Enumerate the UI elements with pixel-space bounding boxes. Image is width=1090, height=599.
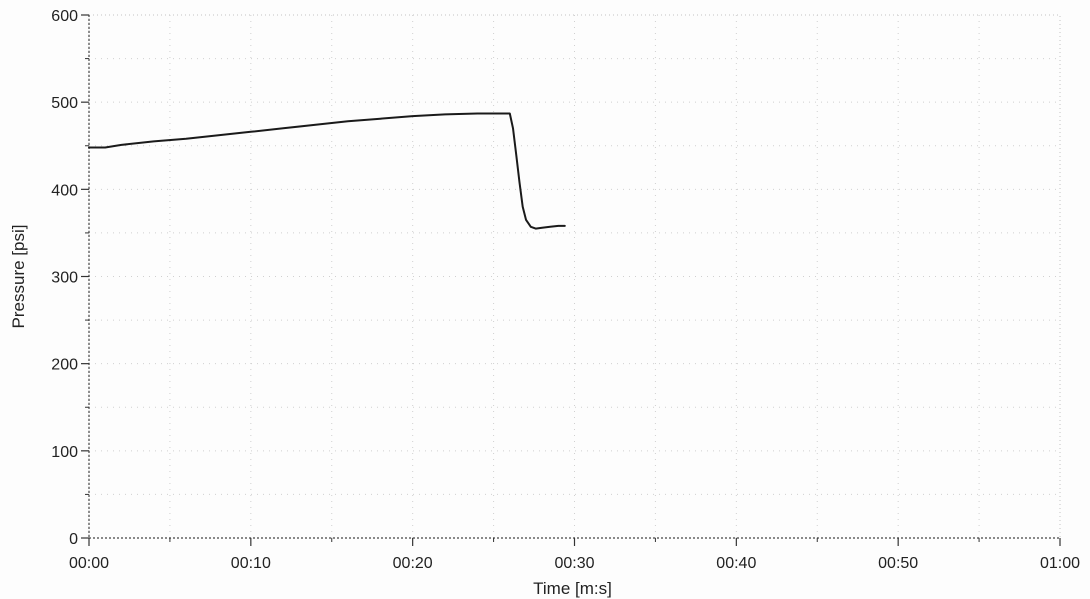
x-axis-ticks: 00:00 00:10 00:20 00:30 00:40 00:50 01:00	[69, 538, 1080, 572]
series-layer	[88, 112, 566, 230]
plot-frame	[88, 14, 1061, 539]
y-tick-label: 300	[51, 270, 78, 287]
x-tick-label: 00:30	[554, 555, 594, 572]
x-tick-label: 00:50	[878, 555, 918, 572]
y-tick-label: 400	[51, 182, 78, 199]
y-tick-label: 100	[51, 444, 78, 461]
y-axis-label: Pressure [psi]	[9, 225, 28, 329]
x-axis-label: Time [m:s]	[533, 579, 612, 598]
x-tick-label: 00:10	[231, 555, 271, 572]
y-tick-label: 600	[51, 8, 78, 25]
series-line	[88, 112, 566, 230]
y-tick-label: 500	[51, 95, 78, 112]
x-tick-label: 00:20	[393, 555, 433, 572]
x-tick-label: 01:00	[1040, 555, 1080, 572]
y-axis-ticks: 0 100 200 300 400 500 600	[51, 8, 89, 548]
x-tick-label: 00:40	[716, 555, 756, 572]
y-tick-label: 200	[51, 357, 78, 374]
y-tick-label: 0	[69, 531, 78, 548]
grid	[88, 14, 1061, 539]
x-tick-label: 00:00	[69, 555, 109, 572]
